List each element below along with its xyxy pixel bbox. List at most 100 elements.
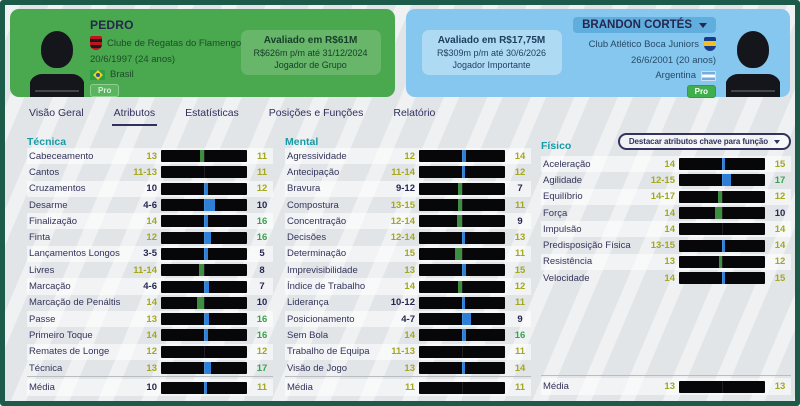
player-cards-row: PEDRO Clube de Regatas do Flamengo 20/6/…: [5, 5, 795, 98]
comparison-bar: [419, 362, 505, 374]
left-player-value: 11-13: [391, 346, 415, 358]
left-player-value: 12: [146, 232, 157, 244]
left-player-advantage-marker: [718, 190, 722, 203]
attribute-name: Finta: [29, 232, 51, 244]
comparison-bar: [419, 345, 505, 358]
attribute-name: Lançamentos Longos: [29, 248, 120, 260]
right-player-value: 11: [514, 199, 526, 211]
attribute-name: Cruzamentos: [29, 183, 86, 195]
left-player-advantage-marker: [458, 199, 462, 212]
right-player-advantage-marker: [204, 280, 210, 293]
comparison-bar: [419, 247, 505, 260]
left-player-value: 13: [664, 256, 675, 268]
left-player-value: 14: [404, 281, 415, 293]
right-player-advantage-marker: [204, 182, 208, 195]
comparison-bar: [161, 166, 247, 179]
right-player-value: 14: [774, 223, 786, 235]
comparison-bar: [419, 313, 505, 326]
player-value-left: Avaliado em R$61M: [263, 35, 358, 46]
attribute-row: Finta 12 16: [27, 229, 273, 245]
attribute-name: Remates de Longe: [29, 346, 110, 358]
right-player-value: 12: [256, 346, 268, 358]
right-player-value: 15: [774, 272, 786, 284]
attribute-row: Agressividade 12 14: [285, 148, 531, 165]
right-player-value: 12: [256, 183, 268, 195]
highlight-key-attributes-dropdown[interactable]: Destacar atributos chave para função: [617, 133, 791, 150]
attribute-row: Técnica 13 17: [27, 360, 273, 376]
attribute-row: Determinação 15 11: [285, 245, 531, 263]
comparison-bar: [419, 381, 505, 394]
right-player-value: 11: [514, 346, 526, 358]
attribute-row: Lançamentos Longos 3-5 5: [27, 245, 273, 263]
attribute-name: Cantos: [29, 166, 60, 178]
right-player-value: 11: [256, 382, 268, 394]
section-mental: Mental Agressividade 12 14 Antecipação 11-14…: [285, 136, 531, 397]
right-player-advantage-marker: [462, 231, 465, 244]
right-player-value: 16: [256, 313, 268, 325]
attribute-row: Decisões 12-14 13: [285, 229, 531, 245]
right-player-value: 7: [259, 281, 265, 293]
tab-visao-geral[interactable]: Visão Geral: [27, 107, 86, 126]
right-player-advantage-marker: [462, 296, 465, 309]
right-player-advantage-marker: [204, 199, 215, 212]
right-player-advantage-marker: [462, 329, 466, 342]
player-selector-dropdown[interactable]: BRANDON CORTÉS: [573, 17, 716, 33]
right-player-value: 9: [517, 215, 523, 227]
comparison-bar: [679, 255, 765, 268]
attribute-name: Impulsão: [543, 223, 582, 235]
right-player-advantage-marker: [204, 313, 210, 326]
right-player-value: 13: [514, 232, 526, 244]
attribute-name: Aceleração: [543, 158, 591, 170]
right-player-advantage-marker: [204, 362, 212, 374]
section-technical: Técnica Cabeceamento 13 11 Cantos 11-13 11 Cru…: [27, 136, 273, 397]
left-player-value: 13: [146, 150, 157, 162]
attribute-row: Imprevisibilidade 13 15: [285, 262, 531, 278]
comparison-bar: [161, 280, 247, 293]
chevron-down-icon: [699, 22, 707, 28]
attribute-name: Passe: [29, 313, 56, 325]
comparison-bar: [679, 380, 765, 393]
comparison-bar: [161, 247, 247, 260]
attribute-row: Agilidade 12-15 17: [541, 172, 791, 188]
average-row-wrap: Média 10 11: [27, 376, 273, 397]
tab-posicoes-e-funcoes[interactable]: Posições e Funções: [267, 107, 366, 126]
left-player-value: 13: [404, 264, 415, 276]
right-player-advantage-marker: [204, 381, 207, 394]
average-row-wrap: Média 13 13: [541, 375, 791, 395]
attribute-name: Equilíbrio: [543, 191, 583, 203]
player-birthdate-left: 20/6/1997 (24 anos): [90, 54, 176, 65]
right-player-value: 10: [774, 207, 786, 219]
right-player-value: 11: [256, 150, 268, 162]
attribute-name: Antecipação: [287, 166, 340, 178]
attribute-name: Agilidade: [543, 174, 583, 186]
attribute-row: Finalização 14 16: [27, 213, 273, 230]
left-player-value: 14: [664, 207, 675, 219]
comparison-bar: [161, 381, 247, 394]
left-player-value: 13: [664, 381, 675, 392]
comparison-bar: [161, 264, 247, 277]
left-player-value: 11-13: [133, 166, 157, 178]
player-nationality-right: Argentina: [655, 70, 696, 81]
tab-estatisticas[interactable]: Estatísticas: [183, 107, 241, 126]
attribute-row: Livres 11-14 8: [27, 262, 273, 278]
player-wage-left: R$626m p/m até 31/12/2024: [253, 48, 368, 58]
attribute-name: Resistência: [543, 256, 593, 268]
tab-bar: Visão Geral Atributos Estatísticas Posições…: [5, 97, 795, 126]
attribute-name: Sem Bola: [287, 329, 329, 341]
tab-relatorio[interactable]: Relatório: [391, 107, 437, 126]
right-player-advantage-marker: [722, 239, 725, 252]
argentina-flag-icon: [701, 70, 716, 81]
player-club-right: Club Atlético Boca Juniors: [588, 38, 699, 50]
left-player-value: 12-14: [390, 232, 415, 244]
attribute-name: Bravura: [287, 183, 321, 195]
comparison-bar: [679, 207, 765, 220]
player-avatar-right: [726, 29, 780, 97]
tab-atributos[interactable]: Atributos: [111, 107, 158, 126]
player-card-right: Avaliado em R$17,75M R$309m p/m até 30/6…: [405, 9, 790, 98]
average-row: Média 10 11: [27, 379, 273, 397]
right-player-value: 15: [774, 158, 786, 170]
right-player-advantage-marker: [204, 329, 208, 342]
comparison-bar: [161, 199, 247, 212]
player-squad-status-left: Jogador de Grupo: [274, 60, 347, 70]
attribute-row: Cantos 11-13 11: [27, 164, 273, 180]
